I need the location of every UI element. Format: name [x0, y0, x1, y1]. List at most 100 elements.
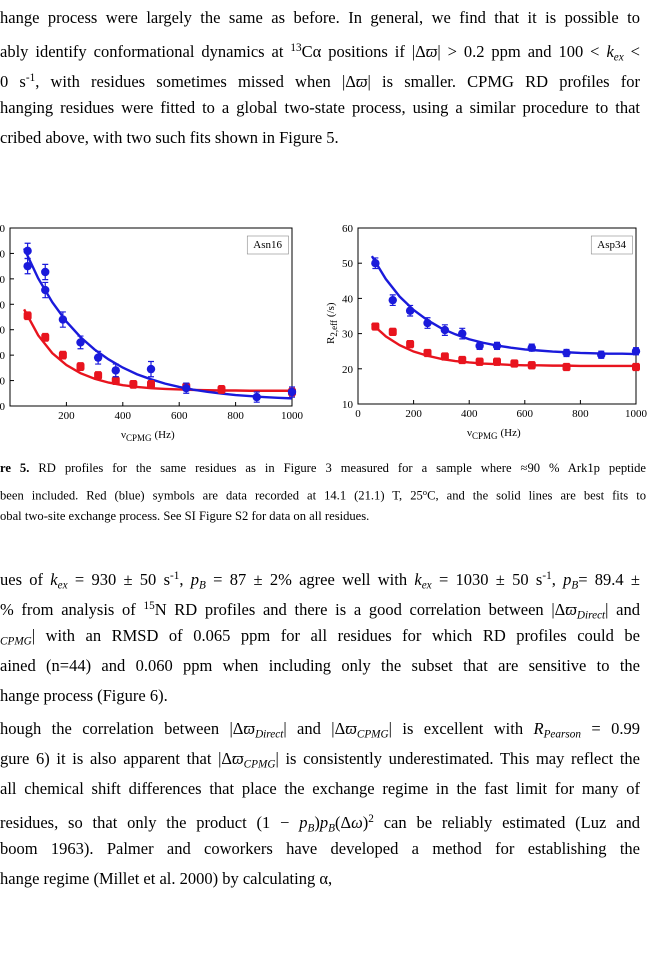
text-run: boom 1963). Palmer and coworkers have de… — [0, 839, 640, 858]
x-tick-label: 200 — [58, 410, 75, 422]
text-line: ably identify conformational dynamics at… — [0, 33, 640, 63]
x-tick-label: 800 — [572, 408, 589, 420]
data-point — [58, 315, 68, 324]
text-run-isub: Direct — [576, 609, 606, 621]
text-run-i: R — [533, 719, 544, 738]
axis-label-symbol: ν — [467, 427, 472, 439]
data-point — [111, 376, 120, 385]
text-run: N RD profiles and there is a good correl… — [154, 600, 566, 620]
text-run-i: p — [563, 570, 572, 590]
text-line: cribed above, with two such fits shown i… — [0, 123, 640, 153]
y-tick-label: 50 — [0, 350, 6, 362]
text-line: obal two-site exchange process. See SI F… — [0, 504, 646, 528]
data-point — [94, 371, 103, 380]
y-tick-label: 80 — [0, 274, 6, 286]
text-run-isub: B — [571, 579, 579, 591]
data-point — [76, 338, 85, 347]
text-run: ues of — [0, 570, 51, 590]
x-tick-label: 400 — [115, 410, 132, 422]
paragraph: hough the correlation between |ΔϖDirect|… — [0, 714, 640, 894]
text-run: | and |Δ — [283, 719, 346, 738]
text-run-sup: -1 — [542, 570, 552, 582]
data-point — [41, 267, 50, 277]
data-point — [597, 350, 606, 359]
x-tick-label: 0 — [355, 408, 361, 420]
data-point — [287, 387, 297, 397]
text-line: ained (n=44) and 0.060 ppm when includin… — [0, 651, 640, 681]
text-run: C, and the solid lines are best fits to — [427, 488, 646, 503]
text-run: , — [551, 570, 564, 590]
axis-label-subscript: 2,eff — [329, 320, 339, 337]
axis-label-symbol: ν — [121, 429, 126, 441]
y-tick-label: 30 — [342, 329, 354, 341]
text-run: obal two-site exchange process. See SI F… — [0, 509, 370, 523]
chart: 200 400 600 800 1000 30 40 50 60 70 80 90 100 νCPMG(H… — [0, 223, 304, 443]
text-run: Cα positions if |Δ — [301, 42, 426, 62]
text-line: residues, so that only the product (1 − … — [0, 804, 640, 834]
text-line: been included. Red (blue) symbols are da… — [0, 480, 646, 504]
text-run-sup: 15 — [143, 600, 155, 612]
text-run: , with residues sometimes missed when |Δ — [35, 72, 356, 92]
text-run: ) — [362, 813, 369, 833]
y-tick-label: 20 — [342, 364, 354, 376]
text-run: = 930 ± 50 s — [67, 570, 170, 590]
text-run-isub: CPMG — [356, 728, 389, 741]
text-line: CPMG| with an RMSD of 0.065 ppm for all … — [0, 621, 640, 651]
data-point — [111, 366, 120, 375]
data-point — [93, 353, 103, 362]
text-run-sup: o — [422, 487, 428, 497]
data-point — [41, 285, 50, 295]
text-run: | is smaller. CPMG RD profiles for — [367, 72, 640, 92]
data-point — [388, 327, 397, 336]
data-point — [129, 380, 138, 389]
data-point — [23, 261, 32, 271]
text-run-isub: B — [307, 822, 315, 834]
axis-label: νCPMG (Hz) — [467, 427, 521, 441]
data-point — [493, 357, 501, 366]
text-run: = 1030 ± 50 s — [431, 570, 543, 590]
panel-title: Asn16 — [253, 239, 282, 251]
x-tick-label: 600 — [517, 408, 534, 420]
text-run-sup: -1 — [25, 72, 36, 84]
text-run-i: ϖ — [355, 72, 368, 92]
text-run-i: p — [190, 570, 200, 590]
data-point — [475, 357, 484, 366]
panel-title-box — [246, 235, 289, 255]
y-tick-label: 30 — [0, 401, 6, 413]
text-run-i: ϖ — [425, 42, 438, 62]
x-tick-label: 400 — [461, 408, 478, 420]
x-tick-label: 600 — [171, 410, 188, 422]
data-point — [458, 356, 467, 364]
axis-label: νCPMG (Hz) — [121, 429, 175, 443]
text-run: hange regime (Millet et al. 2000) by cal… — [0, 869, 333, 888]
fit-line — [370, 255, 637, 356]
data-point — [371, 322, 380, 331]
axis-label-unit: (/s) — [325, 302, 337, 317]
data-point — [405, 306, 415, 315]
data-point — [492, 341, 502, 351]
text-run-isub: CPMG — [243, 758, 276, 771]
text-run: | is excellent with — [388, 719, 534, 738]
text-run-isub: ex — [57, 579, 68, 591]
y-tick-label: 70 — [0, 299, 6, 311]
text-run-i: p — [299, 813, 308, 833]
data-point — [41, 333, 50, 342]
text-run: | with an RMSD of 0.065 ppm for all resi… — [31, 626, 640, 645]
text-run-isub: ex — [613, 51, 624, 63]
fit-line — [371, 322, 636, 368]
plot-frame — [9, 227, 293, 407]
text-run: 0 s — [0, 72, 26, 92]
data-point — [423, 348, 432, 357]
y-tick-label: 40 — [0, 376, 6, 388]
text-line: all chemical shift differences that plac… — [0, 774, 640, 804]
text-run: = 0.99 — [580, 719, 640, 738]
text-run: all chemical shift differences that plac… — [0, 779, 640, 798]
data-point — [475, 341, 484, 351]
chart: 0 200 400 600 800 1000 10 20 30 40 50 60 νCPMG (Hz) R2… — [325, 223, 648, 441]
text-run: hange process were largely the same as b… — [0, 8, 640, 27]
text-run: ) — [314, 813, 320, 833]
data-point — [440, 352, 449, 361]
text-run: gure 6) it is also apparent that |Δ — [0, 749, 233, 768]
figure-caption: re 5. RD profiles for the same residues … — [0, 456, 646, 528]
data-point — [371, 259, 380, 268]
